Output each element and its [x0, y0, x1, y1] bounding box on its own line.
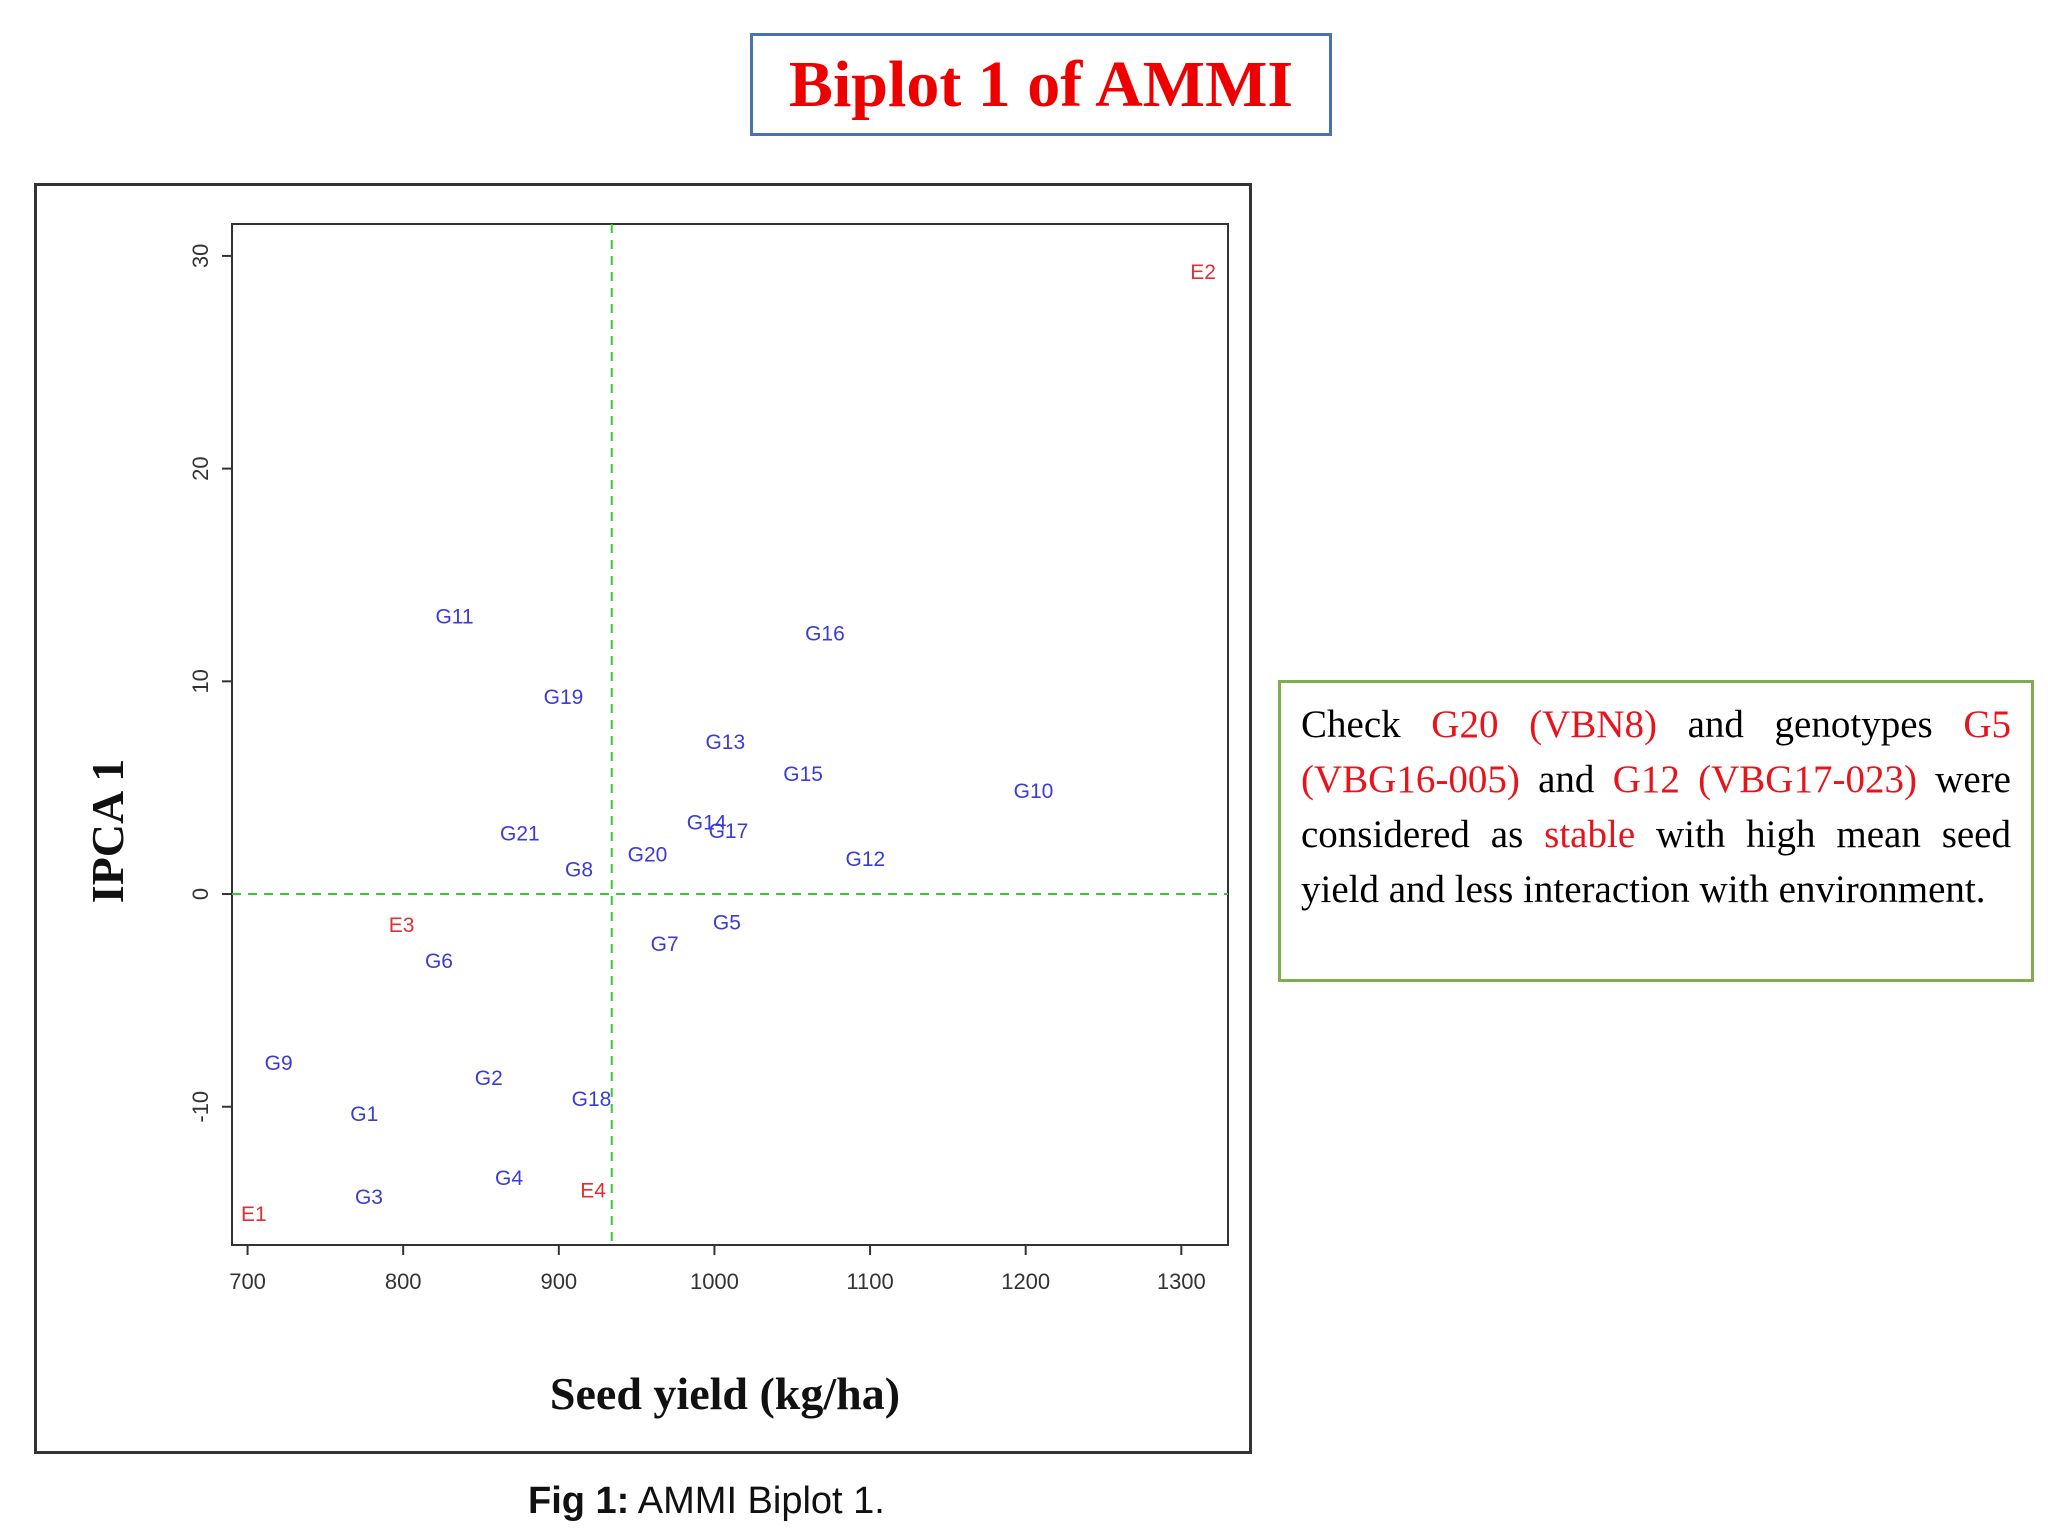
genotype-label-g9: G9: [265, 1052, 293, 1075]
x-tick-label: 800: [385, 1269, 422, 1294]
note-text-5: with high mean seed yield and less inter…: [1301, 813, 2011, 911]
note-text-4: were considered as: [1301, 758, 2011, 856]
y-axis-title: IPCA 1: [82, 759, 133, 903]
x-axis-title: Seed yield (kg/ha): [550, 1368, 900, 1419]
y-tick-label: 30: [188, 244, 213, 268]
genotype-label-g3: G3: [355, 1186, 383, 1209]
interpretation-note: Check G20 (VBN8) and genotypes G5 (VBG16…: [1278, 680, 2034, 982]
note-highlight-g12: G12 (VBG17-023): [1612, 758, 1917, 801]
environment-label-e4: E4: [580, 1180, 606, 1203]
y-axis: -10 0 10 20 30: [188, 244, 232, 1123]
figure-frame: 700 800 900 1000 1100 1200 1300 -10 0 10 20 30 G1 G…: [34, 183, 1252, 1454]
genotype-label-g19: G19: [544, 686, 584, 709]
y-tick-label: -10: [188, 1091, 213, 1123]
genotype-label-g6: G6: [425, 950, 453, 973]
y-tick-label: 0: [188, 888, 213, 900]
genotype-label-g17: G17: [709, 820, 749, 843]
note-highlight-g5: G5 (VBG16-005): [1301, 703, 2012, 801]
plot-box: [231, 223, 1229, 1246]
environment-label-e2: E2: [1190, 261, 1216, 284]
genotype-label-g5: G5: [713, 912, 741, 935]
genotype-label-g4: G4: [495, 1167, 523, 1190]
genotype-label-g14: G14: [687, 812, 727, 835]
figure-caption: Fig 1: AMMI Biplot 1.: [528, 1480, 885, 1523]
genotype-label-g1: G1: [350, 1103, 378, 1126]
slide-title: Biplot 1 of AMMI: [750, 33, 1332, 136]
x-tick-label: 1200: [1001, 1269, 1050, 1294]
caption-text: AMMI Biplot 1.: [629, 1480, 885, 1522]
environment-label-e1: E1: [241, 1203, 267, 1226]
y-tick-label: 20: [188, 456, 213, 480]
x-axis: 700 800 900 1000 1100 1200 1300: [229, 1245, 1206, 1294]
x-tick-label: 900: [540, 1269, 577, 1294]
note-highlight-stable: stable: [1544, 813, 1636, 856]
note-text-2: and genotypes: [1656, 703, 1964, 746]
genotype-label-g10: G10: [1014, 780, 1054, 803]
genotype-label-g15: G15: [783, 763, 823, 786]
genotype-label-g21: G21: [500, 822, 540, 845]
genotype-label-g12: G12: [846, 848, 886, 871]
x-tick-label: 1100: [846, 1269, 893, 1294]
genotype-label-g11: G11: [435, 605, 473, 628]
genotype-label-g8: G8: [565, 859, 593, 882]
genotype-label-g13: G13: [705, 731, 745, 754]
x-tick-label: 700: [229, 1269, 266, 1294]
note-text-3: and: [1519, 758, 1613, 801]
caption-prefix: Fig 1:: [528, 1480, 630, 1522]
y-tick-label: 10: [188, 669, 213, 693]
genotype-label-g18: G18: [572, 1088, 612, 1111]
note-highlight-g20: G20 (VBN8): [1431, 703, 1657, 746]
genotype-label-g7: G7: [651, 933, 679, 956]
note-text-1: Check: [1301, 703, 1432, 746]
reference-lines: [232, 224, 1228, 1245]
genotype-label-g2: G2: [475, 1067, 503, 1090]
data-points: G1 G2 G3 G4 G5 G6 G7 G8 G9 G10 G11 G12 G13 G14 G15 G16 G…: [241, 261, 1216, 1226]
environment-label-e3: E3: [389, 914, 415, 937]
x-tick-label: 1000: [690, 1269, 739, 1294]
x-tick-label: 1300: [1157, 1269, 1206, 1294]
genotype-label-g16: G16: [805, 622, 845, 645]
genotype-label-g20: G20: [628, 844, 668, 867]
